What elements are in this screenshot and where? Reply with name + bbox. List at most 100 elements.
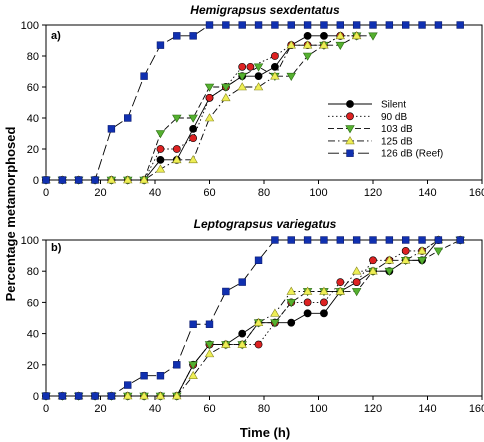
panel-b-x-tick-label: 60 [203,403,215,415]
panel-b-x-tick-label: 40 [149,403,161,415]
panel-a-point-125-db [155,164,166,173]
panel-b-y-tick-label: 80 [27,266,39,278]
panel-a-series-line-90-db [46,35,357,181]
legend-label: 126 dB (Reef) [381,149,443,160]
panel-a-point-103-db [253,63,264,72]
panel-a-label: a) [51,30,61,42]
panel-b-point-125-db [172,391,182,400]
panel-a-point-125-db [237,82,247,91]
panel-a-point-126-db-reef [456,21,464,29]
legend-label: 103 dB [381,124,413,135]
panel-b-point-silent [238,329,247,338]
legend-marker [346,112,354,121]
panel-b-x-tick-label: 160 [469,403,484,415]
panel-b-point-126-db-reef [107,392,116,400]
panel-b-title: Leptograpsus variegatus [194,217,337,231]
panel-b-point-125-db [351,266,362,275]
panel-a-point-126-db-reef [434,21,443,29]
panel-a-point-90-db [270,52,279,60]
panel-b-point-125-db [188,370,198,380]
panel-a-point-silent [254,72,263,81]
panel-a-point-103-db [172,114,182,123]
panel-a-point-103-db [204,83,215,92]
panel-b-point-125-db [400,255,411,264]
panel-b-point-103-db [351,288,362,297]
panel-a-point-126-db-reef [140,72,148,80]
panel-a-x-tick-label: 20 [94,187,106,199]
legend-label: 90 dB [381,112,407,123]
panel-b-series-line-silent [46,239,461,397]
legend-label: 125 dB [381,136,413,147]
panel-b-point-126-db-reef [91,392,99,400]
panel-b-point-126-db-reef [42,392,50,400]
panel-a-x-tick-label: 0 [43,187,49,199]
panel-b-point-125-db [417,246,427,255]
panel-a-point-103-db [368,32,378,41]
panel-b-point-90-db [336,278,345,287]
panel-a-point-126-db-reef [336,21,344,29]
panel-a-point-silent [156,155,165,164]
panel-b-point-103-db [270,319,280,328]
panel-b-point-126-db-reef [238,278,246,286]
panel-a-point-126-db-reef [205,21,214,29]
panel-b-point-125-db [123,391,133,400]
panel-b-point-125-db [237,339,247,348]
panel-a-point-126-db-reef [189,32,197,40]
panel-a-point-126-db-reef [107,125,116,133]
panel-b-point-126-db-reef [385,236,394,244]
panel-a-y-tick-label: 80 [27,51,39,63]
panel-b-y-tick-label: 60 [27,297,39,309]
panel-a-point-126-db-reef [124,114,132,122]
panel-b-point-126-db-reef [434,236,443,244]
panel-b-series-line-126-db-reef- [46,239,461,397]
panel-b-point-90-db [369,256,377,265]
panel-a-point-silent [189,124,198,133]
panel-a-x-tick-label: 160 [469,187,484,199]
panel-a-title: Hemigrapsus sexdentatus [190,3,340,17]
panel-a-point-125-db [188,155,198,164]
panel-b-x-tick-label: 120 [364,403,382,415]
panel-b-point-103-db [286,299,296,308]
panel-a-y-tick-label: 100 [21,20,39,32]
panel-a-x-tick-label: 60 [203,187,215,199]
panel-b-x-tick-label: 20 [94,403,106,415]
panel-a-point-126-db-reef [369,21,377,29]
panel-b-point-125-db [319,286,329,295]
panel-a-x-tick-label: 120 [364,187,382,199]
panel-a-point-90-db [189,134,198,143]
panel-b-point-125-db [204,349,215,358]
panel-a-point-103-db [335,41,346,50]
panel-a-point-silent [320,31,328,40]
panel-b-point-90-db [303,298,312,307]
panel-b-point-126-db-reef [418,236,426,244]
panel-a-point-125-db [319,40,329,49]
legend-marker [345,136,355,145]
panel-b-series-line-103-db [46,239,461,397]
panel-a-point-126-db-reef [91,176,99,184]
panel-b-x-tick-label: 140 [418,403,436,415]
panel-b-point-126-db-reef [222,287,230,296]
panel-a-point-103-db [221,83,231,92]
x-axis-title: Time (h) [240,425,290,440]
panel-b-point-103-db [204,341,215,350]
panel-b-point-126-db-reef [320,236,328,244]
panel-b-point-126-db-reef [287,236,295,244]
legend-marker [346,149,354,157]
panel-a-y-tick-label: 0 [33,175,39,187]
panel-a-point-125-db [106,175,117,184]
panel-b-point-126-db-reef [58,392,67,400]
panel-a-point-126-db-reef [352,21,361,29]
panel-a-point-125-db [221,93,231,102]
panel-a-point-125-db [335,31,346,40]
panel-b-plot-frame [45,239,483,397]
panel-a-point-103-db [188,114,198,123]
panel-a-x-tick-label: 40 [149,187,161,199]
panel-b-point-126-db-reef [124,381,132,389]
panel-a-point-90-db [205,93,214,102]
panel-a-point-126-db-reef [418,21,426,29]
panel-b-point-126-db-reef [401,236,410,244]
panel-b-label: b) [51,242,62,254]
legend-label: Silent [381,100,406,111]
